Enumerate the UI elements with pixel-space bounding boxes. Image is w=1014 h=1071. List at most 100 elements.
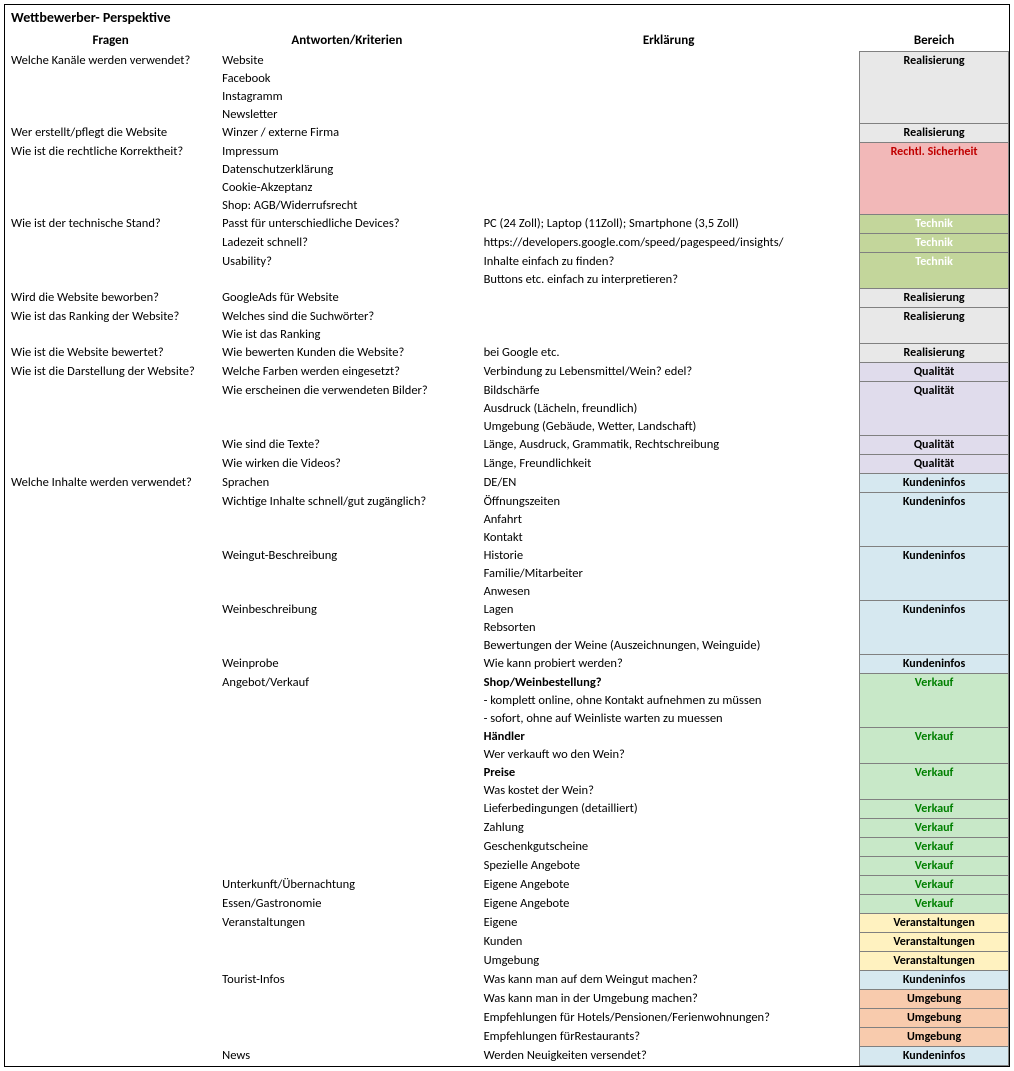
cell-antwort: Tourist-Infos [216,971,477,990]
bereich-badge: Kundeninfos [860,1047,1009,1066]
cell-erklaerung: Zahlung [478,819,860,838]
cell-frage [5,601,216,619]
cell-antwort: Wie bewerten Kunden die Website? [216,344,477,363]
bereich-badge: Qualität [860,363,1009,382]
table-row: Wer verkauft wo den Wein? [5,746,1009,764]
cell-erklaerung: Bildschärfe [478,382,860,400]
cell-erklaerung: Werden Neuigkeiten versendet? [478,1047,860,1066]
cell-antwort: Winzer / externe Firma [216,124,477,143]
cell-frage: Welche Kanäle werden verwendet? [5,52,216,70]
table-row: Ausdruck (Lächeln, freundlich) [5,400,1009,418]
cell-frage [5,637,216,655]
bereich-badge: Realisierung [860,52,1009,124]
cell-antwort: Usability? [216,253,477,271]
bereich-badge: Realisierung [860,289,1009,308]
table-row: KundenVeranstaltungen [5,933,1009,952]
cell-erklaerung: PC (24 Zoll); Laptop (11Zoll); Smartphon… [478,215,860,234]
table-row: Angebot/VerkaufShop/Weinbestellung?Verka… [5,674,1009,692]
cell-frage [5,511,216,529]
cell-erklaerung: Eigene [478,914,860,933]
cell-frage [5,933,216,952]
bereich-badge: Kundeninfos [860,971,1009,990]
bereich-badge: Verkauf [860,819,1009,838]
table-row: Datenschutzerklärung [5,161,1009,179]
cell-frage [5,565,216,583]
table-row: Was kann man in der Umgebung machen?Umge… [5,990,1009,1009]
bereich-badge: Verkauf [860,876,1009,895]
cell-frage [5,436,216,455]
cell-erklaerung: Wer verkauft wo den Wein? [478,746,860,764]
bereich-badge: Qualität [860,382,1009,436]
header-antworten: Antworten/Kriterien [216,30,477,52]
table-row: Empfehlungen fürRestaurants?Umgebung [5,1028,1009,1047]
criteria-table: Fragen Antworten/Kriterien Erklärung Ber… [5,30,1009,1066]
table-row: Instagramm [5,88,1009,106]
cell-erklaerung: Kontakt [478,529,860,547]
cell-erklaerung: Länge, Ausdruck, Grammatik, Rechtschreib… [478,436,860,455]
cell-erklaerung: Eigene Angebote [478,895,860,914]
cell-frage [5,895,216,914]
cell-erklaerung [478,124,860,143]
cell-frage [5,583,216,601]
cell-antwort: Weinbeschreibung [216,601,477,619]
cell-erklaerung: Umgebung [478,952,860,971]
cell-antwort: Welche Farben werden eingesetzt? [216,363,477,382]
cell-erklaerung: Preise [478,764,860,782]
header-bereich: Bereich [860,30,1009,52]
cell-antwort: Passt für unterschiedliche Devices? [216,215,477,234]
table-row: Lieferbedingungen (detailliert)Verkauf [5,800,1009,819]
cell-erklaerung [478,179,860,197]
bereich-badge: Umgebung [860,1028,1009,1047]
cell-erklaerung: Eigene Angebote [478,876,860,895]
bereich-badge: Realisierung [860,344,1009,363]
bereich-badge: Kundeninfos [860,655,1009,674]
cell-frage [5,547,216,565]
cell-erklaerung: bei Google etc. [478,344,860,363]
cell-erklaerung: Ausdruck (Lächeln, freundlich) [478,400,860,418]
cell-erklaerung: Öffnungszeiten [478,493,860,511]
table-row: Facebook [5,70,1009,88]
cell-frage [5,179,216,197]
table-row: GeschenkgutscheineVerkauf [5,838,1009,857]
cell-frage [5,782,216,800]
table-row: Newsletter [5,106,1009,124]
cell-frage [5,529,216,547]
cell-antwort: Weinprobe [216,655,477,674]
table-row: Empfehlungen für Hotels/Pensionen/Ferien… [5,1009,1009,1028]
table-row: Familie/Mitarbeiter [5,565,1009,583]
cell-frage [5,1047,216,1066]
bereich-badge: Verkauf [860,895,1009,914]
cell-antwort: Wie wirken die Videos? [216,455,477,474]
cell-frage [5,619,216,637]
cell-frage [5,819,216,838]
cell-erklaerung: DE/EN [478,474,860,493]
cell-erklaerung [478,308,860,326]
cell-frage [5,161,216,179]
spreadsheet-frame: Wettbewerber- Perspektive Fragen Antwort… [4,4,1010,1067]
cell-frage [5,70,216,88]
cell-erklaerung: Was kann man in der Umgebung machen? [478,990,860,1009]
table-row: Buttons etc. einfach zu interpretieren? [5,271,1009,289]
table-row: Wichtige Inhalte schnell/gut zugänglich?… [5,493,1009,511]
cell-frage [5,952,216,971]
cell-erklaerung: Was kostet der Wein? [478,782,860,800]
bereich-badge: Qualität [860,436,1009,455]
table-row: Bewertungen der Weine (Auszeichnungen, W… [5,637,1009,655]
cell-erklaerung: Verbindung zu Lebensmittel/Wein? edel? [478,363,860,382]
cell-erklaerung [478,52,860,70]
table-row: NewsWerden Neuigkeiten versendet?Kundeni… [5,1047,1009,1066]
bereich-badge: Realisierung [860,308,1009,344]
table-row: Wie wirken die Videos?Länge, Freundlichk… [5,455,1009,474]
cell-erklaerung: Empfehlungen fürRestaurants? [478,1028,860,1047]
cell-erklaerung: Händler [478,728,860,746]
cell-frage: Wie ist die Website bewertet? [5,344,216,363]
table-row: Wie sind die Texte?Länge, Ausdruck, Gram… [5,436,1009,455]
cell-erklaerung: - komplett online, ohne Kontakt aufnehme… [478,692,860,710]
cell-antwort [216,952,477,971]
cell-antwort [216,710,477,728]
cell-antwort [216,692,477,710]
cell-frage [5,710,216,728]
cell-frage [5,1028,216,1047]
cell-frage: Wie ist der technische Stand? [5,215,216,234]
cell-antwort [216,1028,477,1047]
